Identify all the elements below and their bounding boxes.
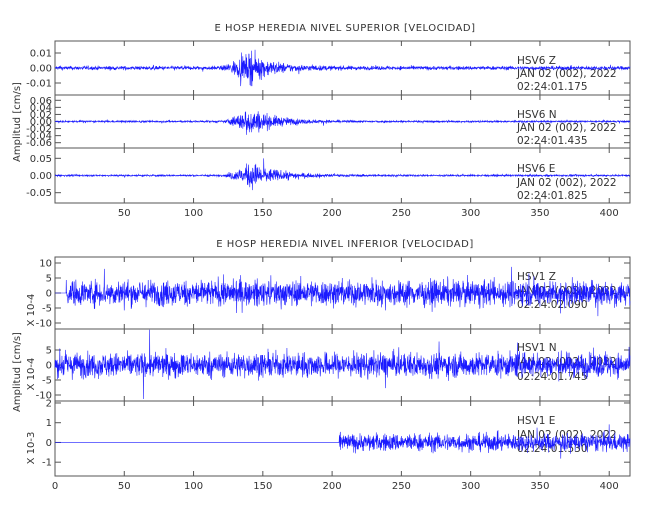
waveform-trace	[55, 266, 631, 317]
date-label: JAN 02 (002), 2022	[516, 177, 617, 189]
y-tick-label: 5	[46, 274, 52, 285]
y-tick-label: 0.04	[30, 103, 52, 114]
x-tick-label: 200	[323, 208, 342, 219]
chart-title-upper: E HOSP HEREDIA NIVEL SUPERIOR [VELOCIDAD…	[214, 23, 475, 34]
x-tick-label: 350	[530, 208, 549, 219]
scale-label: X 10-4	[26, 358, 37, 391]
y-axis-label-upper: Amplitud [cm/s]	[12, 82, 23, 162]
waveform-trace	[55, 424, 631, 459]
y-tick-label: 0	[46, 361, 52, 372]
panel-upper-e: HSV6 E JAN 02 (002), 2022 02:24:01.825 0…	[26, 147, 631, 204]
x-tick-label: 300	[461, 481, 480, 492]
y-tick-label: 0.00	[30, 64, 52, 75]
x-tick-label: 150	[253, 481, 272, 492]
panel-lower-z: X 10-4 HSV1 Z JAN 02 (002), 2022 02:24:0…	[26, 256, 631, 330]
x-tick-label: 250	[392, 208, 411, 219]
y-tick-label: -0.02	[26, 124, 52, 135]
panel-lower-n: X 10-4 HSV1 N JAN 02 (002), 2022 02:24:0…	[26, 328, 631, 402]
x-tick-label: 50	[118, 208, 131, 219]
waveform-trace	[54, 111, 631, 135]
y-tick-label: -0.06	[26, 138, 52, 149]
panel-upper-n: HSV6 N JAN 02 (002), 2022 02:24:01.435 0…	[26, 94, 631, 149]
waveform-trace	[54, 158, 631, 191]
scale-label: X 10-4	[26, 294, 37, 327]
panel-upper-z: HSV6 Z JAN 02 (002), 2022 02:24:01.175 0…	[26, 40, 631, 96]
x-tick-label: 0	[52, 481, 58, 492]
channel-label: HSV1 Z	[517, 271, 556, 283]
y-tick-label: -10	[36, 319, 52, 330]
panel-lower-e: X 10-3 HSV1 E JAN 02 (002), 2022 02:24:0…	[26, 398, 631, 477]
y-tick-label: 1	[46, 418, 52, 429]
y-tick-label: -5	[42, 304, 52, 315]
y-tick-label: -5	[42, 376, 52, 387]
y-tick-label: -10	[36, 391, 52, 402]
x-tick-label: 100	[184, 208, 203, 219]
x-tick-label: 150	[253, 208, 272, 219]
y-tick-label: 0.00	[30, 171, 52, 182]
date-label: JAN 02 (002), 2022	[516, 122, 617, 134]
x-axis: 50 100 150 200 250 300 350 400	[118, 208, 619, 219]
scale-label: X 10-3	[26, 432, 37, 465]
y-axis-label-lower: Amplitud [cm/s]	[12, 332, 23, 412]
y-tick-label: 0	[46, 438, 52, 449]
time-label: 02:24:02.090	[517, 299, 588, 311]
y-tick-label: 0.01	[30, 49, 52, 60]
time-label: 02:24:01.175	[517, 81, 588, 93]
y-tick-label: 10	[39, 259, 52, 270]
channel-label: HSV1 N	[517, 342, 557, 354]
date-label: JAN 02 (002), 2022	[516, 68, 617, 80]
channel-label: HSV6 N	[517, 109, 557, 121]
y-tick-label: 5	[46, 346, 52, 357]
y-tick-label: -0.04	[26, 131, 52, 142]
x-tick-label: 100	[184, 481, 203, 492]
time-label: 02:24:01.745	[517, 371, 588, 383]
x-tick-label: 50	[118, 481, 131, 492]
y-tick-label: -0.01	[26, 79, 52, 90]
y-tick-label: 0.00	[30, 117, 52, 128]
waveform-trace	[54, 49, 631, 87]
x-axis: 0 50 100 150 200 250 300 350 400	[52, 481, 619, 492]
waveform-trace	[54, 329, 631, 400]
y-tick-label: 0.05	[30, 154, 52, 165]
channel-label: HSV6 E	[517, 163, 555, 175]
date-label: JAN 02 (002), 2022	[516, 429, 617, 441]
time-label: 02:24:01.435	[517, 135, 588, 147]
y-tick-label: -0.05	[26, 188, 52, 199]
chart-title-lower: E HOSP HEREDIA NIVEL INFERIOR [VELOCIDAD…	[216, 239, 474, 250]
x-tick-label: 250	[392, 481, 411, 492]
x-tick-label: 400	[600, 208, 619, 219]
y-tick-label: -1	[42, 458, 52, 469]
time-label: 02:24:01.825	[517, 190, 588, 202]
channel-label: HSV1 E	[517, 415, 555, 427]
y-tick-label: 0	[46, 289, 52, 300]
panel-frame	[54, 400, 631, 477]
channel-label: HSV6 Z	[517, 55, 556, 67]
x-tick-label: 350	[530, 481, 549, 492]
y-tick-label: 2	[46, 398, 52, 409]
x-tick-label: 300	[461, 208, 480, 219]
y-tick-label: 0.02	[30, 110, 52, 121]
y-tick-label: 0.06	[30, 96, 52, 107]
x-tick-label: 400	[600, 481, 619, 492]
x-tick-label: 200	[323, 481, 342, 492]
